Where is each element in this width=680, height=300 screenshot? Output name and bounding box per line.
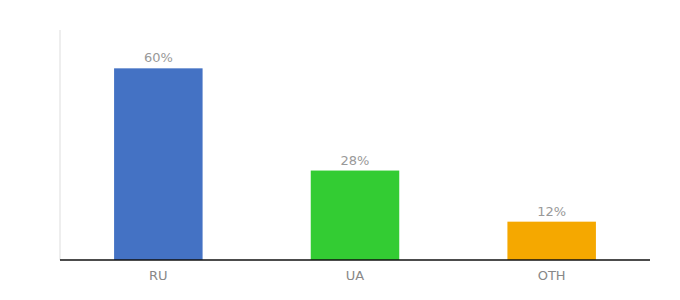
data-label: 28%	[341, 153, 370, 168]
x-tick-label: OTH	[538, 268, 566, 283]
chart-container: 60% 28% 12% RU UA OTH	[0, 0, 680, 300]
data-label: 60%	[144, 50, 173, 65]
data-label: 12%	[537, 204, 566, 219]
bar	[311, 171, 400, 260]
chart-svg: 60% 28% 12% RU UA OTH	[0, 0, 680, 300]
y-axis-line	[60, 30, 61, 260]
bars	[114, 68, 596, 260]
bar	[114, 68, 203, 260]
x-tick-label: UA	[346, 268, 365, 283]
x-tick-label: RU	[149, 268, 168, 283]
bar	[507, 222, 595, 260]
x-axis-line	[60, 259, 650, 261]
